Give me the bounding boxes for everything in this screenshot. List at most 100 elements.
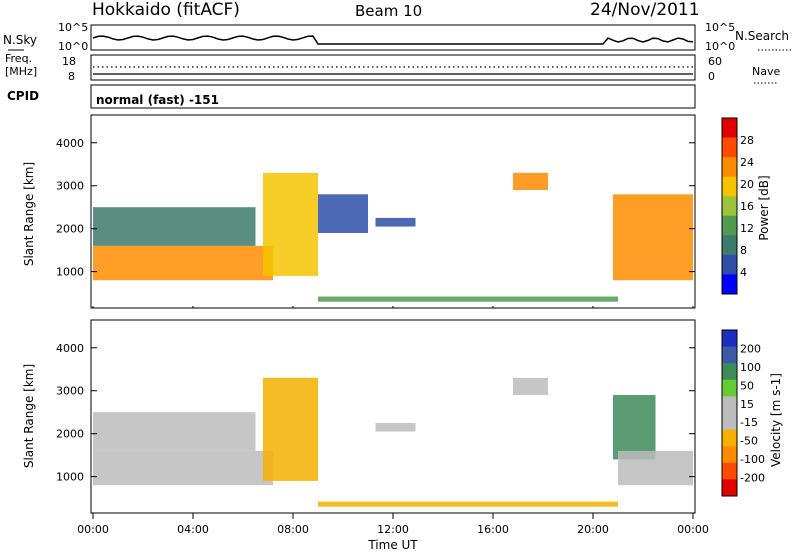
velocity-echo-layer — [93, 377, 693, 507]
echo-region — [318, 296, 618, 302]
cpid-label: CPID — [7, 89, 39, 103]
x-tick-label: 20:00 — [577, 523, 609, 536]
power-panel: 1000 2000 3000 4000 Slant Range [km] 4 8 12 16… — [22, 114, 771, 309]
noise-trace — [92, 35, 694, 45]
echo-region — [375, 422, 416, 432]
echo-region — [513, 172, 548, 191]
radar-title: Hokkaido (fitACF) — [92, 0, 240, 20]
power-colorbar-label: Power [dB] — [757, 175, 771, 240]
colorbar-tick-label: 4 — [740, 266, 747, 279]
cpid-panel: CPID normal (fast) -151 — [7, 84, 696, 109]
velocity-colorbar: 200 100 50 15 -15 -50 -100 -200 — [721, 329, 765, 497]
noise-right-label: N.Search — [735, 29, 789, 43]
y-tick-label: 3000 — [56, 385, 84, 398]
echo-region — [618, 450, 693, 486]
colorbar-segment — [722, 429, 737, 447]
noise-tick-top-left: 10^5 — [58, 21, 88, 34]
x-tick-label: 00:00 — [77, 523, 109, 536]
echo-region — [93, 245, 273, 281]
colorbar-segment — [722, 363, 737, 381]
colorbar-frame — [721, 117, 738, 295]
colorbar-tick-label: 200 — [740, 342, 761, 355]
colorbar-frame — [721, 329, 738, 497]
y-tick-label: 1000 — [56, 266, 84, 279]
x-tick-label: 08:00 — [277, 523, 309, 536]
time-axis-label: Time UT — [367, 538, 418, 552]
colorbar-segment — [722, 157, 737, 178]
colorbar-tick-label: 28 — [740, 134, 754, 147]
x-tick-label: 00:00 — [677, 523, 709, 536]
echo-region — [513, 377, 548, 396]
cpid-value: normal (fast) -151 — [96, 93, 219, 107]
colorbar-tick-label: 15 — [740, 398, 754, 411]
colorbar-segment — [722, 413, 737, 431]
power-y-axis: 1000 2000 3000 4000 — [56, 137, 695, 279]
y-tick-label: 1000 — [56, 471, 84, 484]
beam-label: Beam 10 — [355, 2, 422, 20]
x-tick-label: 16:00 — [477, 523, 509, 536]
colorbar-segment — [722, 137, 737, 158]
echo-region — [93, 412, 256, 451]
nave-tick-high: 60 — [708, 55, 722, 68]
freq-label-2: [MHz] — [5, 65, 37, 78]
x-tick-label: 04:00 — [177, 523, 209, 536]
cpid-panel-frame — [90, 84, 696, 109]
power-y-label: Slant Range [km] — [22, 162, 36, 266]
noise-tick-bottom-left: 10^0 — [58, 40, 88, 53]
noise-tick-top-right: 10^5 — [705, 21, 735, 34]
velocity-panel: 1000 2000 3000 4000 Slant Range [km] 200 100… — [22, 306, 783, 552]
echo-region — [93, 207, 256, 246]
x-tick-label: 12:00 — [377, 523, 409, 536]
echo-region — [318, 501, 618, 507]
colorbar-tick-label: 20 — [740, 178, 754, 191]
velocity-colorbar-label: Velocity [m s-1] — [769, 373, 783, 467]
colorbar-tick-label: 12 — [740, 222, 754, 235]
power-echo-layer — [93, 172, 693, 302]
noise-panel-frame — [90, 24, 696, 51]
time-axis: 00:00 04:00 08:00 12:00 16:00 20:00 00:00 — [77, 306, 709, 536]
freq-panel-frame — [90, 54, 696, 81]
colorbar-segment — [722, 396, 737, 414]
y-tick-label: 2000 — [56, 223, 84, 236]
colorbar-tick-label: -100 — [740, 453, 765, 466]
noise-panel: N.Sky 10^5 10^0 10^5 10^0 N.Search — [3, 21, 792, 53]
colorbar-tick-label: -200 — [740, 472, 765, 485]
colorbar-tick-label: -50 — [740, 435, 758, 448]
colorbar-segment — [722, 176, 737, 197]
echo-region — [375, 217, 416, 227]
colorbar-tick-label: 16 — [740, 200, 754, 213]
echo-region — [263, 172, 318, 276]
colorbar-segment — [722, 215, 737, 236]
y-tick-label: 3000 — [56, 180, 84, 193]
colorbar-segment — [722, 196, 737, 217]
noise-tick-bottom-right: 10^0 — [705, 40, 735, 53]
echo-region — [318, 194, 368, 233]
nave-label: Nave — [752, 65, 780, 78]
colorbar-tick-label: -15 — [740, 416, 758, 429]
colorbar-segment — [722, 254, 737, 275]
colorbar-segment — [722, 274, 737, 295]
colorbar-segment — [722, 479, 737, 497]
colorbar-segment — [722, 446, 737, 464]
echo-region — [263, 377, 318, 481]
freq-label-1: Freq. — [5, 52, 32, 65]
colorbar-tick-label: 100 — [740, 361, 761, 374]
colorbar-tick-label: 50 — [740, 379, 754, 392]
colorbar-tick-label: 8 — [740, 244, 747, 257]
colorbar-segment — [722, 118, 737, 139]
echo-region — [93, 450, 273, 486]
colorbar-segment — [722, 346, 737, 364]
freq-tick-low: 8 — [68, 70, 75, 83]
y-tick-label: 2000 — [56, 428, 84, 441]
colorbar-tick-label: 24 — [740, 156, 754, 169]
colorbar-segment — [722, 379, 737, 397]
freq-panel: Freq. [MHz] 18 8 60 0 Nave — [5, 52, 780, 84]
date-label: 24/Nov/2011 — [590, 0, 700, 20]
velocity-y-axis: 1000 2000 3000 4000 — [56, 342, 695, 484]
colorbar-segment — [722, 235, 737, 256]
colorbar-segment — [722, 330, 737, 348]
power-colorbar: 4 8 12 16 20 24 28 — [721, 117, 754, 295]
y-tick-label: 4000 — [56, 342, 84, 355]
freq-tick-high: 18 — [62, 55, 76, 68]
